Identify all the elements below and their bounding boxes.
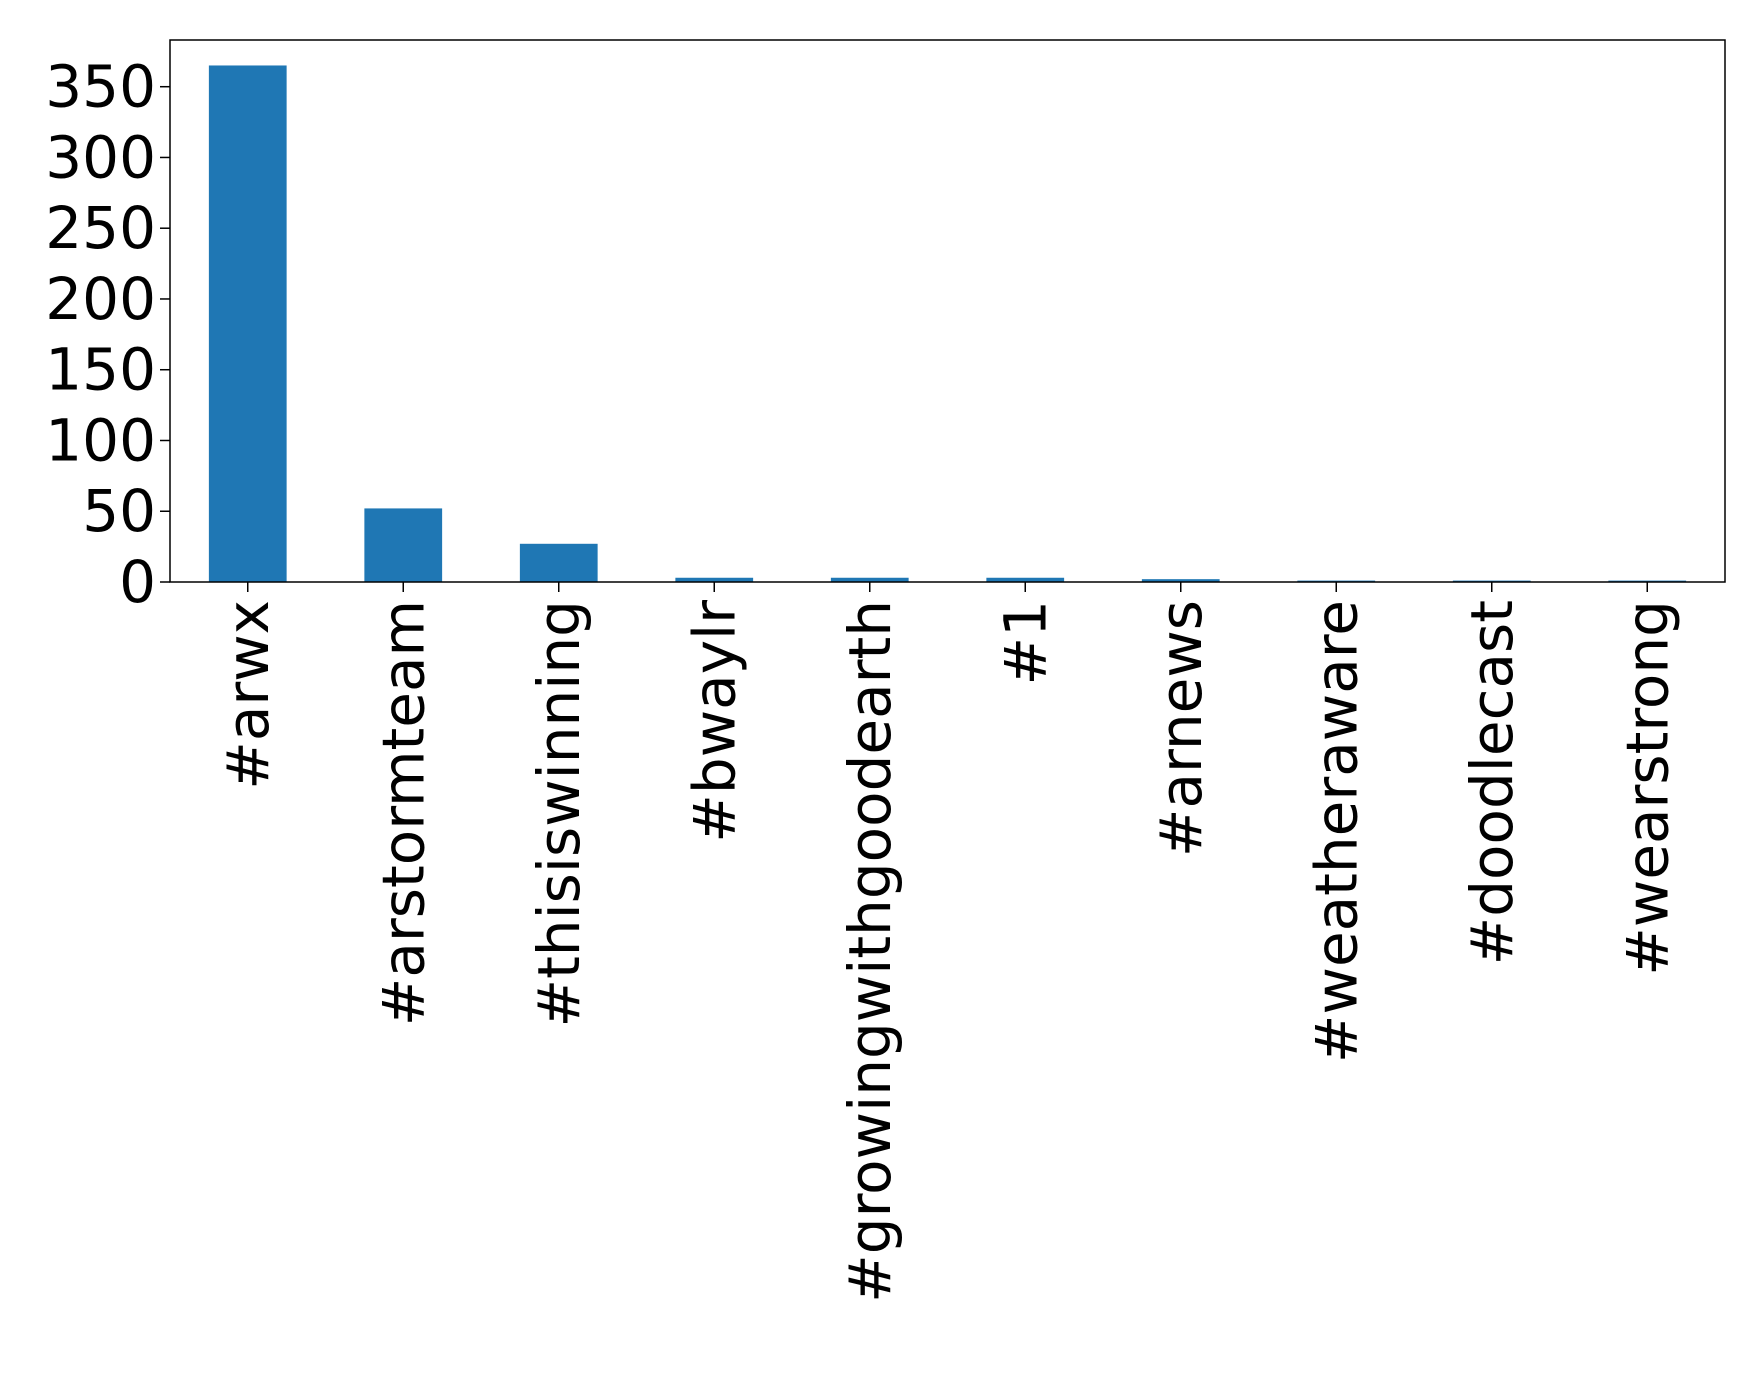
- bar-#arstormteam: [364, 508, 443, 582]
- y-tick-label: 100: [45, 406, 156, 474]
- y-tick-label: 0: [119, 548, 156, 616]
- bar-#arwx: [208, 65, 287, 582]
- x-tick-label: #arwx: [214, 600, 282, 790]
- x-axis: #arwx #arstormteam #thisiswinning #bwaylr #g…: [214, 582, 1681, 1303]
- y-tick-label: 250: [45, 194, 156, 262]
- y-tick-label: 50: [82, 477, 156, 545]
- x-tick-label: #bwaylr: [680, 600, 748, 843]
- bars-layer: [208, 65, 1687, 582]
- x-tick-label: #weatheraware: [1302, 600, 1370, 1063]
- y-tick-label: 300: [45, 123, 156, 191]
- y-tick-label: 350: [45, 53, 156, 121]
- bar-#1: [986, 577, 1065, 582]
- x-tick-label: #1: [991, 600, 1059, 686]
- bar-#thisiswinning: [519, 543, 598, 582]
- bar-#bwaylr: [675, 577, 754, 582]
- x-tick-label: #wearstrong: [1613, 600, 1681, 976]
- x-tick-label: #arnews: [1147, 600, 1215, 857]
- bar-#arnews: [1141, 579, 1220, 582]
- plot-frame: [169, 39, 1726, 583]
- x-tick-label: #growingwithgoodearth: [836, 600, 904, 1303]
- y-tick-label: 200: [45, 265, 156, 333]
- x-tick-label: #doodlecast: [1458, 600, 1526, 965]
- x-tick-label: #arstormteam: [369, 600, 437, 1026]
- y-tick-label: 150: [45, 336, 156, 404]
- bar-#growingwithgoodearth: [830, 577, 909, 582]
- x-tick-label: #thisiswinning: [525, 600, 593, 1028]
